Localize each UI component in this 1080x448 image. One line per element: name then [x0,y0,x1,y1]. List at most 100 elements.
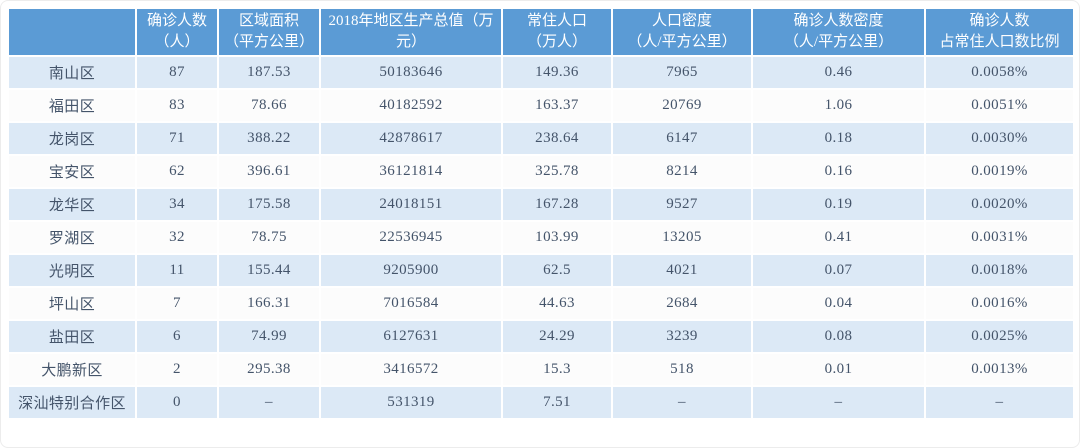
district-name-cell: 龙岗区 [9,123,137,156]
value-cell: 32 [137,222,219,255]
value-cell: 24018151 [321,189,503,222]
table-row: 深汕特别合作区 0–531319 7.51– – – [9,387,1073,420]
value-cell: 0.0016% [926,288,1073,321]
value-cell: 34 [137,189,219,222]
value-cell: 0.08 [753,321,926,354]
value-cell: 24.29 [503,321,613,354]
value-cell: 78.75 [219,222,321,255]
district-name-cell: 盐田区 [9,321,137,354]
value-cell: 71 [137,123,219,156]
value-cell: 7.51 [503,387,613,420]
value-cell: 167.28 [503,189,613,222]
value-cell: 0.0058% [926,57,1073,90]
value-cell: 0.0031% [926,222,1073,255]
value-cell: 149.36 [503,57,613,90]
value-cell: 13205 [613,222,753,255]
value-cell: 163.37 [503,90,613,123]
value-cell: 6 [137,321,219,354]
value-cell: 4021 [613,255,753,288]
district-name-cell: 宝安区 [9,156,137,189]
value-cell: 0.0018% [926,255,1073,288]
table-row: 大鹏新区 2 295.38 3416572 15.3 518 0.01 0.0013% [9,354,1073,387]
value-cell: 11 [137,255,219,288]
table-row: 光明区 11 155.44 9205900 62.5 4021 0.07 0.0018% [9,255,1073,288]
value-cell: 7016584 [321,288,503,321]
value-cell: 396.61 [219,156,321,189]
column-header-case-ratio: 确诊人数 占常住人口数比例 [926,9,1073,57]
value-cell: 0.07 [753,255,926,288]
column-header-area: 区域面积 （平方公里） [219,9,321,57]
district-name-cell: 罗湖区 [9,222,137,255]
value-cell: 83 [137,90,219,123]
value-cell: 0 [137,387,219,420]
value-cell: 1.06 [753,90,926,123]
value-cell: – [926,387,1073,420]
value-cell: 44.63 [503,288,613,321]
value-cell: 0.0051% [926,90,1073,123]
value-cell: – [219,387,321,420]
value-cell: 7965 [613,57,753,90]
value-cell: 2 [137,354,219,387]
value-cell: 166.31 [219,288,321,321]
table-row: 罗湖区 32 78.75 22536945 103.99 13205 0.41 0.0031% [9,222,1073,255]
column-header-gdp-2018: 2018年地区生产总值（万 元） [321,9,503,57]
table-row: 宝安区 62 396.61 36121814 325.78 8214 0.16 0.0019% [9,156,1073,189]
value-cell: 6147 [613,123,753,156]
value-cell: 518 [613,354,753,387]
value-cell: 74.99 [219,321,321,354]
district-name-cell: 光明区 [9,255,137,288]
district-name-cell: 南山区 [9,57,137,90]
value-cell: 0.04 [753,288,926,321]
value-cell: 155.44 [219,255,321,288]
value-cell: 0.0019% [926,156,1073,189]
table-row: 龙华区 34 175.58 24018151 167.28 9527 0.19 0.0020% [9,189,1073,222]
value-cell: 22536945 [321,222,503,255]
value-cell: 20769 [613,90,753,123]
value-cell: 187.53 [219,57,321,90]
value-cell: 9205900 [321,255,503,288]
district-name-cell: 大鹏新区 [9,354,137,387]
value-cell: 0.16 [753,156,926,189]
value-cell: – [613,387,753,420]
table-row: 盐田区 6 74.99 6127631 24.29 3239 0.08 0.0025% [9,321,1073,354]
value-cell: 7 [137,288,219,321]
value-cell: 87 [137,57,219,90]
column-header-district [9,9,137,57]
value-cell: 3239 [613,321,753,354]
value-cell: 388.22 [219,123,321,156]
value-cell: 42878617 [321,123,503,156]
district-name-cell: 深汕特别合作区 [9,387,137,420]
value-cell: 0.0020% [926,189,1073,222]
value-cell: 0.41 [753,222,926,255]
table-row: 龙岗区 71 388.22 42878617 238.64 6147 0.18 0.0030% [9,123,1073,156]
district-stats-table: 确诊人数 （人） 区域面积 （平方公里） 2018年地区生产总值（万 元） 常住… [9,9,1073,420]
column-header-population-density: 人口密度 （人/平方公里） [613,9,753,57]
table-body: 南山区 87 187.53 50183646 149.36 7965 0.46 0.0058%… [9,57,1073,420]
value-cell: 0.0030% [926,123,1073,156]
column-header-confirmed-cases: 确诊人数 （人） [137,9,219,57]
value-cell: 0.19 [753,189,926,222]
column-header-resident-population: 常住人口 （万人） [503,9,613,57]
value-cell: 0.18 [753,123,926,156]
value-cell: 175.58 [219,189,321,222]
table-row: 南山区 87 187.53 50183646 149.36 7965 0.46 0.0058% [9,57,1073,90]
column-header-case-density: 确诊人数密度 （人/平方公里） [753,9,926,57]
value-cell: 0.0025% [926,321,1073,354]
table-row: 坪山区 7 166.31 7016584 44.63 2684 0.04 0.0016% [9,288,1073,321]
value-cell: 9527 [613,189,753,222]
value-cell: 295.38 [219,354,321,387]
table-row: 福田区 83 78.66 40182592 163.37 20769 1.06 0.0051% [9,90,1073,123]
value-cell: 15.3 [503,354,613,387]
value-cell: 8214 [613,156,753,189]
value-cell: 103.99 [503,222,613,255]
value-cell: 531319 [321,387,503,420]
value-cell: 2684 [613,288,753,321]
district-name-cell: 龙华区 [9,189,137,222]
value-cell: – [753,387,926,420]
value-cell: 36121814 [321,156,503,189]
value-cell: 78.66 [219,90,321,123]
district-name-cell: 福田区 [9,90,137,123]
district-name-cell: 坪山区 [9,288,137,321]
value-cell: 0.46 [753,57,926,90]
